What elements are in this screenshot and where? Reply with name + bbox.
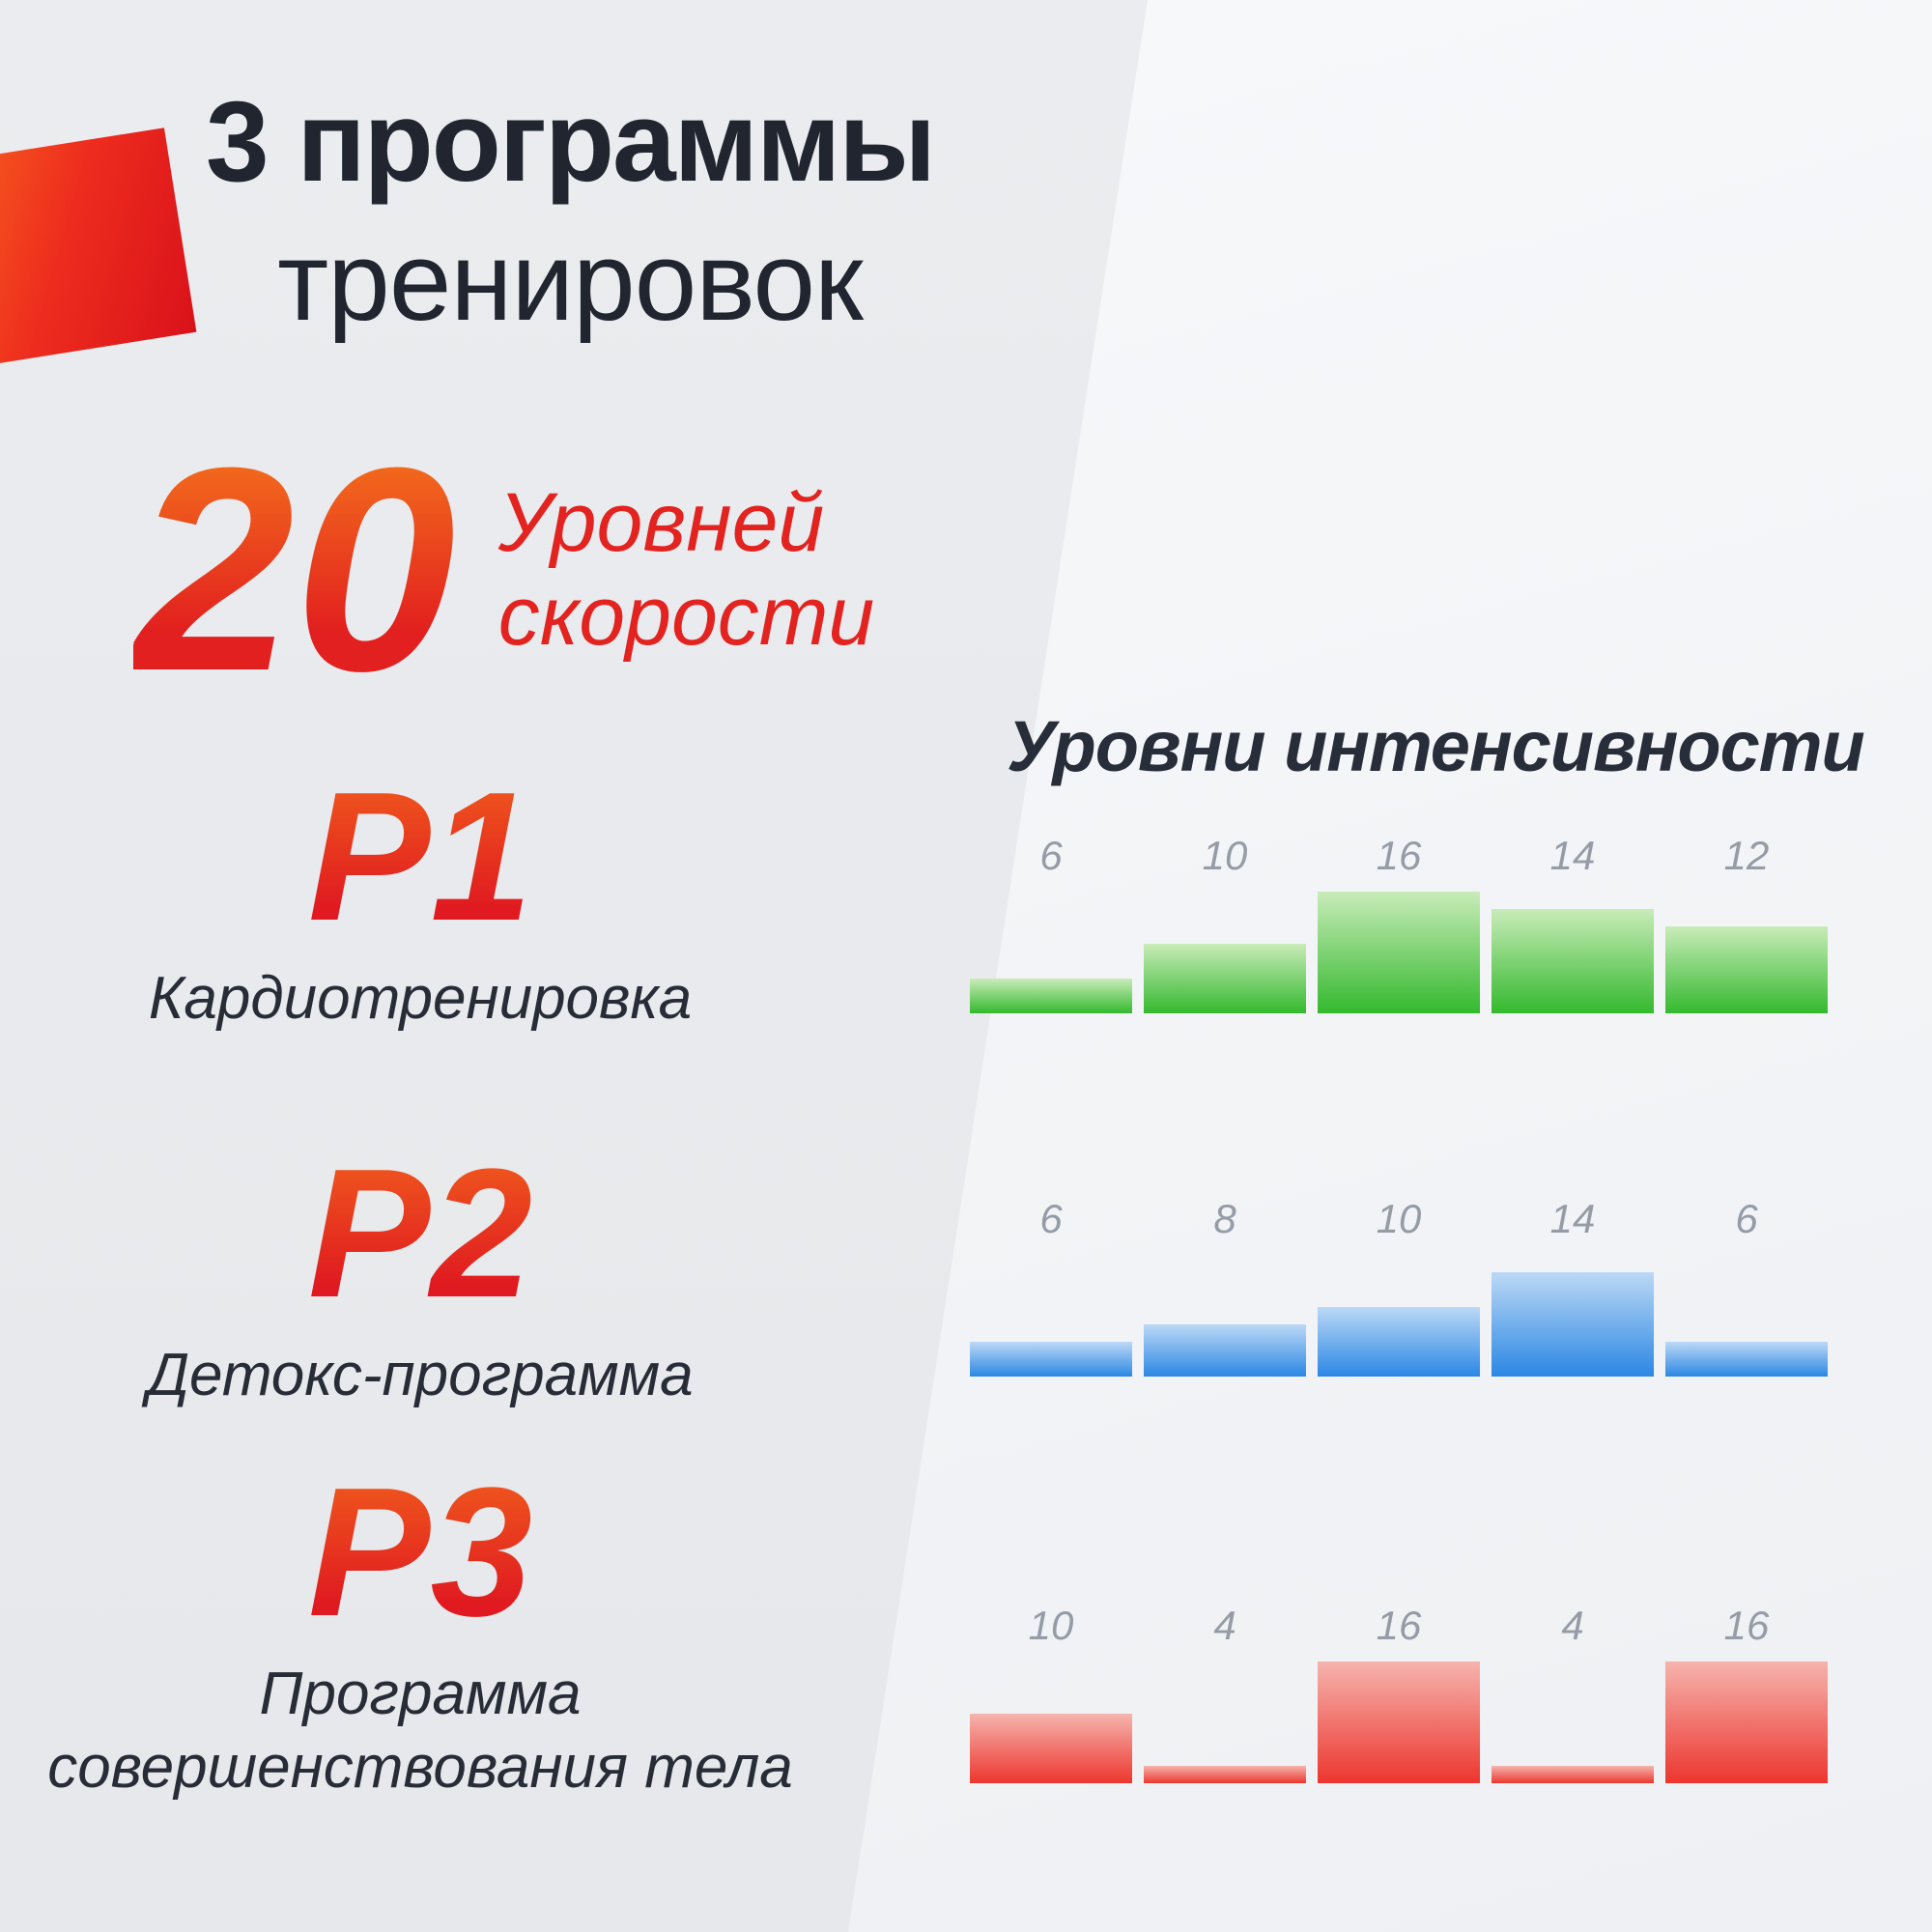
bar-value-label: 12	[1723, 833, 1770, 878]
program-code-p3: P3	[39, 1461, 802, 1644]
speed-levels-label-line-1: Уровней	[497, 476, 825, 570]
intensity-chart-2: 6 8 10 14 6	[970, 1191, 1828, 1377]
bar	[1665, 1342, 1828, 1377]
bar-column: 10	[1144, 828, 1306, 1013]
bar-value-label: 8	[1213, 1196, 1236, 1241]
program-name-p2: Детокс-программа	[147, 1342, 694, 1408]
bar-value-label: 6	[1735, 1196, 1758, 1241]
bar	[1144, 944, 1306, 1013]
bar-column: 8	[1144, 1191, 1306, 1377]
speed-levels-label: Уровней скорости	[498, 476, 875, 663]
bar-value-label: 16	[1376, 833, 1422, 878]
bar-column: 16	[1318, 1598, 1480, 1783]
bar	[1665, 926, 1828, 1013]
bar	[970, 1342, 1132, 1377]
program-name-p3: Программа совершенствования тела	[47, 1661, 793, 1801]
bar-track	[970, 884, 1132, 1013]
bar-column: 4	[1144, 1598, 1306, 1783]
intensity-chart-3: 10 4 16 4 16	[970, 1598, 1828, 1783]
bar-value-label: 10	[1202, 833, 1248, 878]
bar-column: 14	[1492, 1191, 1654, 1377]
bar-track	[1665, 884, 1828, 1013]
speed-levels-label-line-2: скорости	[497, 569, 875, 663]
bar	[1318, 1307, 1480, 1377]
bar-column: 6	[970, 828, 1132, 1013]
bar-track	[970, 1654, 1132, 1783]
bar-value-label: 16	[1723, 1603, 1770, 1648]
bar-column: 6	[970, 1191, 1132, 1377]
bar-column: 12	[1665, 828, 1828, 1013]
bar-column: 16	[1318, 828, 1480, 1013]
bar-value-label: 14	[1549, 833, 1596, 878]
bar-value-label: 6	[1039, 833, 1063, 878]
bar-column: 4	[1492, 1598, 1654, 1783]
program-name-p1: Кардиотренировка	[148, 965, 693, 1032]
bar-track	[970, 1247, 1132, 1377]
speed-levels-number: 20	[133, 424, 469, 714]
bar-track	[1665, 1654, 1828, 1783]
program-block-p2: P2 Детокс-программа	[39, 1142, 802, 1412]
bar-track	[1144, 884, 1306, 1013]
bar-track	[1492, 1247, 1654, 1377]
bar-value-label: 10	[1376, 1196, 1422, 1241]
bar	[1318, 892, 1480, 1013]
bar-column: 16	[1665, 1598, 1828, 1783]
program-block-p3: P3 Программа совершенствования тела	[39, 1461, 802, 1804]
bar-column: 6	[1665, 1191, 1828, 1377]
bar	[1492, 909, 1654, 1013]
bar-track	[1318, 884, 1480, 1013]
main-title-line-2: тренировок	[277, 217, 864, 344]
bar	[1144, 1766, 1306, 1783]
bar-value-label: 4	[1561, 1603, 1584, 1648]
bar-track	[1492, 1654, 1654, 1783]
bar-column: 10	[1318, 1191, 1480, 1377]
bar-track	[1144, 1247, 1306, 1377]
bar	[1318, 1662, 1480, 1783]
bar-track	[1665, 1247, 1828, 1377]
bar	[1665, 1662, 1828, 1783]
bar-value-label: 14	[1549, 1196, 1596, 1241]
program-code-p1: P1	[39, 765, 802, 949]
main-title-line-1: 3 программы	[205, 78, 936, 206]
bar-track	[1492, 884, 1654, 1013]
intensity-levels-title: Уровни интенсивности	[1007, 706, 1865, 786]
bar	[1492, 1272, 1654, 1377]
speed-levels-block: 20 Уровней скорости	[133, 424, 875, 714]
bar-column: 14	[1492, 828, 1654, 1013]
bar	[1144, 1324, 1306, 1377]
bar-column: 10	[970, 1598, 1132, 1783]
bar-value-label: 16	[1376, 1603, 1422, 1648]
program-code-p2: P2	[39, 1142, 802, 1325]
bar	[970, 1714, 1132, 1783]
bar-track	[1144, 1654, 1306, 1783]
intensity-chart-1: 6 10 16 14 12	[970, 828, 1828, 1013]
bar-value-label: 6	[1039, 1196, 1063, 1241]
bar-track	[1318, 1247, 1480, 1377]
bar	[970, 979, 1132, 1013]
bar	[1492, 1766, 1654, 1783]
program-block-p1: P1 Кардиотренировка	[39, 765, 802, 1036]
bar-track	[1318, 1654, 1480, 1783]
bar-value-label: 10	[1028, 1603, 1074, 1648]
main-title: 3 программы тренировок	[164, 78, 976, 346]
bar-value-label: 4	[1213, 1603, 1236, 1648]
